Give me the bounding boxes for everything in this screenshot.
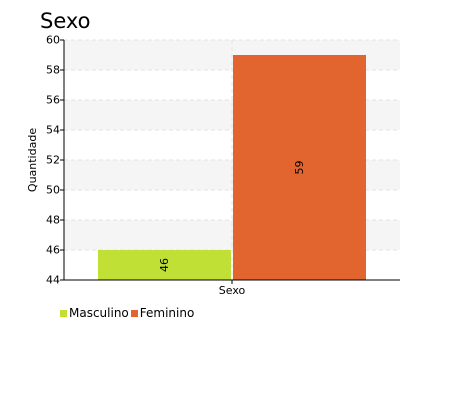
y-tick-label: 44 xyxy=(46,274,60,287)
y-tick-label: 52 xyxy=(46,154,60,167)
y-tick-label: 48 xyxy=(46,214,60,227)
y-tick-label: 50 xyxy=(46,184,60,197)
bar-value-label: 46 xyxy=(158,258,171,272)
x-tick-label: Sexo xyxy=(219,284,246,297)
legend-item-feminino: Feminino xyxy=(130,306,195,320)
legend-swatch xyxy=(130,309,138,317)
y-tick-label: 58 xyxy=(46,64,60,77)
chart-title: Sexo xyxy=(40,9,91,33)
bar-value-label: 59 xyxy=(293,161,306,175)
y-tick-label: 46 xyxy=(46,244,60,257)
y-tick-label: 56 xyxy=(46,94,60,107)
legend-item-masculino: Masculino xyxy=(60,306,129,320)
legend-label: Feminino xyxy=(139,306,195,320)
y-tick-label: 60 xyxy=(46,34,60,47)
legend-label: Masculino xyxy=(69,306,129,320)
bar-feminino xyxy=(233,55,366,280)
bar-masculino xyxy=(98,250,231,280)
chart-legend: Masculino Feminino xyxy=(60,306,196,320)
y-axis-title: Quantidade xyxy=(26,128,39,192)
y-tick-label: 54 xyxy=(46,124,60,137)
legend-swatch xyxy=(60,309,67,317)
